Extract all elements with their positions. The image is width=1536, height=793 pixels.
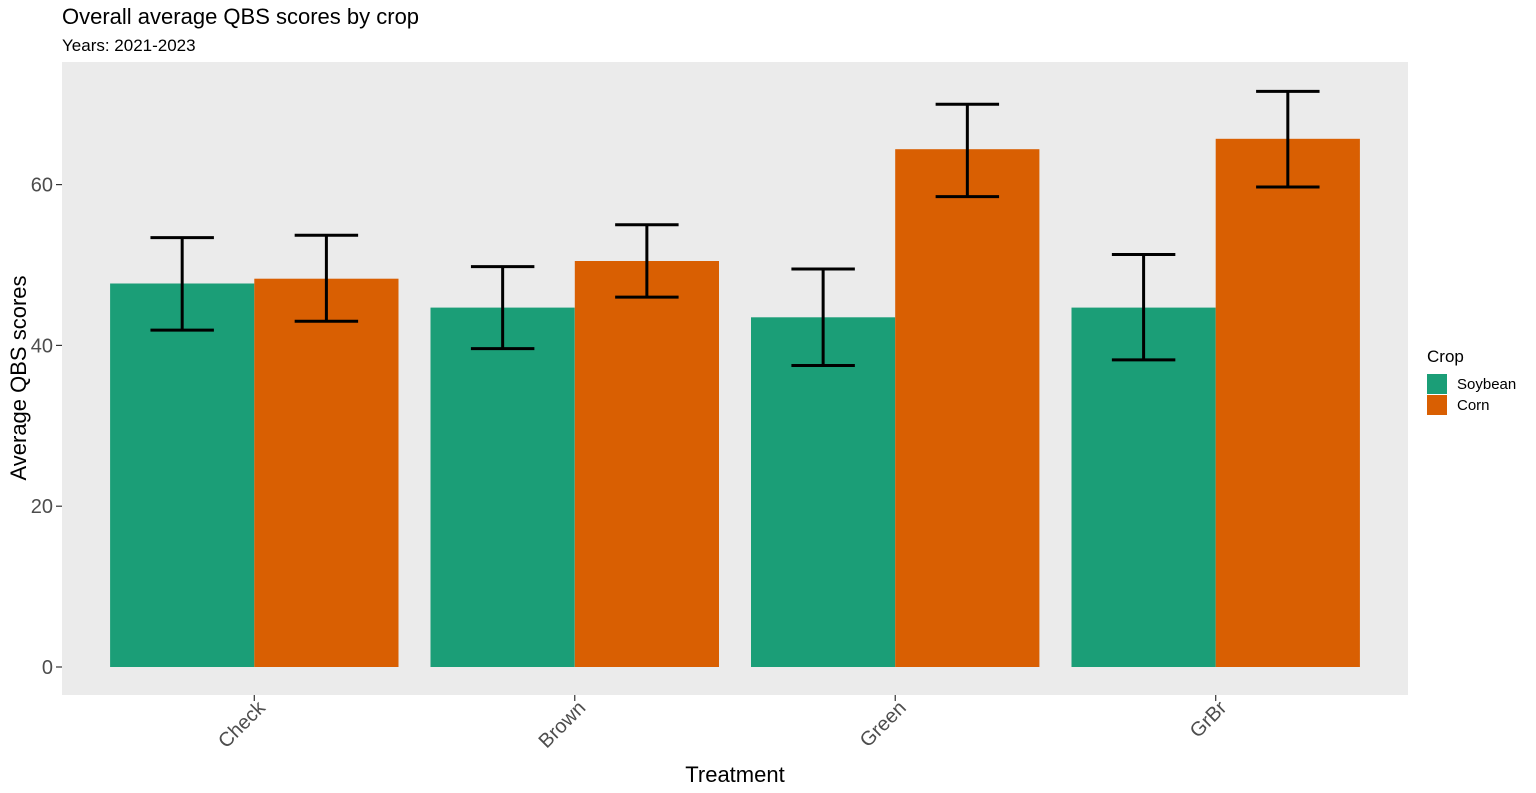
x-axis-title: Treatment [685, 762, 784, 787]
bar-brown-corn [574, 261, 719, 667]
y-axis-title: Average QBS scores [6, 275, 31, 480]
bar-check-soybean [110, 283, 255, 667]
x-tick-label-check: Check [214, 696, 270, 752]
bar-grbr-soybean [1071, 307, 1216, 667]
y-tick-label: 60 [31, 175, 53, 197]
x-tick-label-grbr: GrBr [1186, 697, 1232, 743]
chart-title: Overall average QBS scores by crop [62, 4, 419, 29]
legend-key-corn [1427, 395, 1447, 415]
error-bar-green-corn [935, 102, 1000, 199]
error-bar-check-corn [294, 233, 359, 323]
error-bar-check-soybean [150, 236, 214, 332]
bar-check-corn [254, 278, 399, 667]
x-tick-label-green: Green [856, 697, 911, 752]
legend-label-soybean: Soybean [1457, 376, 1516, 393]
error-bar-brown-soybean [470, 265, 535, 351]
y-tick-label: 0 [42, 657, 53, 679]
legend-label-corn: Corn [1457, 397, 1490, 414]
bar-green-corn [895, 149, 1040, 667]
error-bar-grbr-soybean [1111, 253, 1176, 362]
bar-green-soybean [751, 317, 896, 667]
legend-key-soybean [1427, 374, 1447, 394]
y-axis: 0 20 40 60 [31, 175, 62, 679]
x-axis: Check Brown Green GrBr [214, 695, 1231, 753]
error-bar-grbr-corn [1256, 89, 1320, 189]
bar-grbr-corn [1215, 138, 1360, 668]
legend: Crop Soybean Corn [1427, 347, 1516, 415]
error-bars-layer [150, 89, 1320, 367]
y-tick-label: 40 [31, 335, 53, 357]
bar-brown-soybean [430, 307, 575, 667]
error-bar-green-soybean [791, 267, 855, 367]
chart-subtitle: Years: 2021-2023 [62, 36, 196, 55]
bars-layer [110, 138, 1360, 668]
legend-title: Crop [1427, 347, 1464, 366]
x-tick-label-brown: Brown [535, 697, 591, 753]
error-bar-brown-corn [615, 223, 679, 299]
y-tick-label: 20 [31, 496, 53, 518]
